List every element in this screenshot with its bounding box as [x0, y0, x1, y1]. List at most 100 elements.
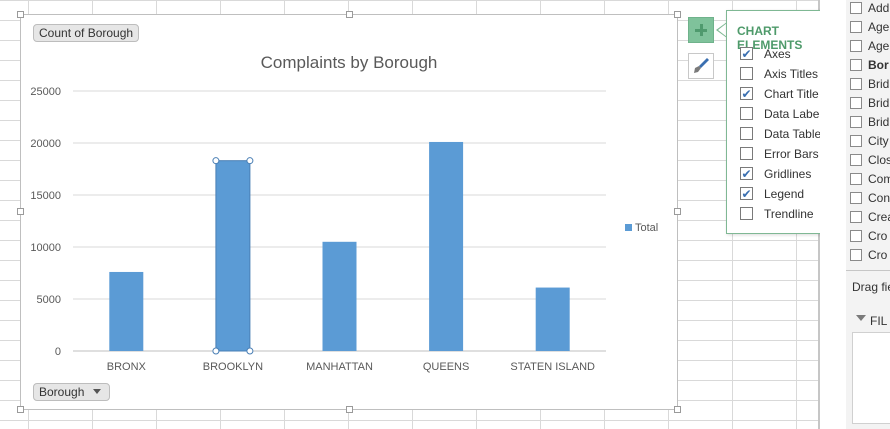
chart-element-chart-title[interactable]: ✔ Chart Title: [740, 87, 819, 103]
checkbox[interactable]: ✔: [740, 47, 753, 60]
field-list-item[interactable]: Brid: [850, 115, 889, 134]
field-checkbox[interactable]: [850, 192, 862, 204]
value-field-label: Count of Borough: [39, 26, 134, 40]
paintbrush-icon: [694, 58, 709, 73]
field-checkbox[interactable]: [850, 78, 862, 90]
field-list-item[interactable]: Cro: [850, 229, 887, 248]
selection-handle[interactable]: [212, 347, 220, 355]
field-list-item[interactable]: Bor: [850, 58, 889, 77]
resize-handle-top-left[interactable]: [17, 11, 24, 18]
field-list-item[interactable]: City: [850, 134, 889, 153]
chart-element-label: Error Bars: [764, 147, 819, 161]
drag-fields-hint: Drag fie: [852, 280, 890, 294]
field-checkbox[interactable]: [850, 59, 862, 71]
plot-area[interactable]: 25000 20000 15000 10000 5000 0 BRONX BROOKLYN MA…: [21, 15, 679, 411]
field-checkbox[interactable]: [850, 2, 862, 14]
pivot-chart[interactable]: Count of Borough Complaints by Borough 2…: [17, 11, 681, 413]
field-list-item[interactable]: Brid: [850, 96, 889, 115]
y-tick-label: 25000: [30, 86, 61, 98]
field-name: Cro: [868, 248, 888, 262]
chart-element-label: Legend: [764, 187, 805, 201]
chart-element-label: Axes: [764, 47, 791, 61]
field-list-item[interactable]: Add: [850, 1, 889, 20]
field-list-item[interactable]: Brid: [850, 77, 889, 96]
field-checkbox[interactable]: [850, 249, 862, 261]
bar-staten-island[interactable]: [535, 287, 570, 351]
bar-brooklyn[interactable]: [215, 160, 251, 352]
field-checkbox[interactable]: [850, 211, 862, 223]
field-list-item[interactable]: Con: [850, 191, 890, 210]
field-list-item[interactable]: Com: [850, 172, 890, 191]
resize-handle-top-right[interactable]: [674, 11, 681, 18]
field-name: Cro: [868, 229, 888, 243]
field-list-item[interactable]: Age: [850, 39, 889, 58]
field-name: Brid: [868, 115, 890, 129]
axis-field-label: Borough: [39, 385, 85, 399]
resize-handle-bottom[interactable]: [346, 406, 353, 413]
checkbox[interactable]: ✔: [740, 187, 753, 200]
field-list-item[interactable]: Clos: [850, 153, 890, 172]
resize-handle-left[interactable]: [17, 208, 24, 215]
chart-element-label: Chart Title: [764, 87, 819, 101]
resize-handle-bottom-right[interactable]: [674, 406, 681, 413]
checkmark-icon: ✔: [741, 87, 752, 101]
chart-styles-button[interactable]: [688, 53, 714, 79]
field-checkbox[interactable]: [850, 154, 862, 166]
y-tick-label: 10000: [30, 242, 61, 254]
y-tick-label: 20000: [30, 138, 61, 150]
field-list-item[interactable]: Crea: [850, 210, 890, 229]
chevron-down-icon[interactable]: [90, 385, 104, 397]
chart-element-trendline[interactable]: Trendline: [740, 207, 814, 223]
checkbox[interactable]: [740, 107, 753, 120]
field-name: Com: [868, 172, 890, 186]
chart-element-data-table[interactable]: Data Table: [740, 127, 821, 143]
resize-handle-top[interactable]: [346, 11, 353, 18]
chart-element-legend[interactable]: ✔ Legend: [740, 187, 804, 203]
bar-manhattan[interactable]: [322, 241, 357, 351]
chart-element-error-bars[interactable]: Error Bars: [740, 147, 819, 163]
pivotchart-fields-pane: Add Age Age Bor Brid Brid Brid City Clos Com Con Cr…: [820, 0, 890, 429]
checkbox[interactable]: [740, 207, 753, 220]
checkbox[interactable]: [740, 67, 753, 80]
chart-element-data-labels[interactable]: Data Labels: [740, 107, 828, 123]
chart-element-axes[interactable]: ✔ Axes: [740, 47, 791, 63]
axis-field-button[interactable]: Borough: [33, 383, 111, 401]
checkbox[interactable]: [740, 147, 753, 160]
field-checkbox[interactable]: [850, 21, 862, 33]
field-checkbox[interactable]: [850, 40, 862, 52]
chart-element-label: Axis Titles: [764, 67, 819, 81]
field-checkbox[interactable]: [850, 97, 862, 109]
resize-handle-right[interactable]: [674, 208, 681, 215]
selection-handle[interactable]: [212, 157, 220, 165]
chart-legend[interactable]: Total: [625, 222, 658, 234]
chart-elements-button[interactable]: [688, 17, 714, 43]
field-name: City: [868, 134, 889, 148]
field-checkbox[interactable]: [850, 116, 862, 128]
resize-handle-bottom-left[interactable]: [17, 406, 24, 413]
chart-title[interactable]: Complaints by Borough: [260, 53, 438, 72]
field-list-item[interactable]: Cro: [850, 248, 887, 267]
x-tick-label: BRONX: [107, 361, 147, 373]
field-name: Age: [868, 20, 890, 34]
bar-queens[interactable]: [429, 141, 464, 351]
y-tick-label: 5000: [37, 294, 61, 306]
selection-handle[interactable]: [246, 347, 254, 355]
field-name: Crea: [868, 210, 890, 224]
chart-element-gridlines[interactable]: ✔ Gridlines: [740, 167, 811, 183]
field-name: Brid: [868, 77, 890, 91]
field-checkbox[interactable]: [850, 135, 862, 147]
filters-drop-zone[interactable]: [852, 332, 890, 424]
checkbox[interactable]: [740, 127, 753, 140]
chart-element-label: Gridlines: [764, 167, 812, 181]
checkbox[interactable]: ✔: [740, 167, 753, 180]
value-field-button[interactable]: Count of Borough: [33, 24, 140, 42]
field-checkbox[interactable]: [850, 173, 862, 185]
checkbox[interactable]: ✔: [740, 87, 753, 100]
field-checkbox[interactable]: [850, 230, 862, 242]
selection-handle[interactable]: [246, 157, 254, 165]
filter-icon: [856, 315, 866, 321]
field-list-item[interactable]: Age: [850, 20, 889, 39]
bar-bronx[interactable]: [109, 271, 144, 351]
chart-element-axis-titles[interactable]: Axis Titles: [740, 67, 818, 83]
filters-area-label: FIL: [870, 314, 888, 328]
